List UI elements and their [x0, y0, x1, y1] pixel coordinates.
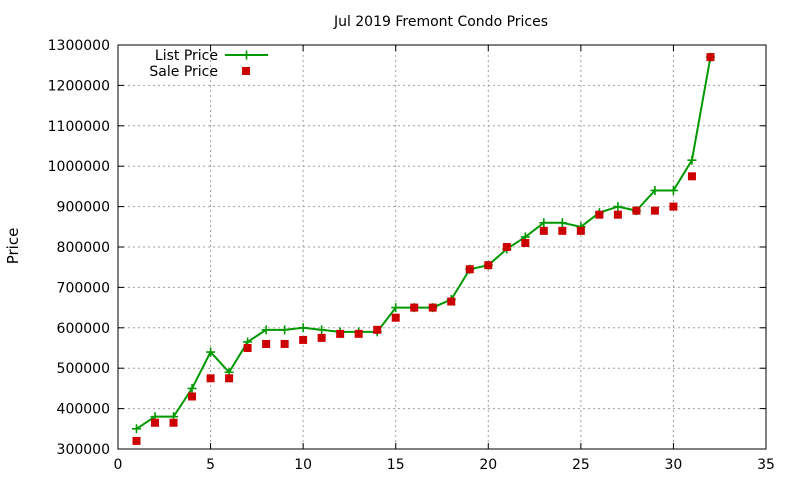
ticks: 0 5 10 15 20 25 30 35 300000 400000 500000 600000 70… — [48, 38, 775, 473]
sale-price-point — [354, 329, 363, 338]
y-tick-label: 1300000 — [48, 38, 110, 54]
sale-price-point — [336, 329, 345, 338]
sale-price-point — [225, 374, 234, 383]
sale-price-point — [632, 206, 641, 215]
list-price-point — [668, 185, 678, 195]
sale-price-point — [188, 392, 197, 401]
y-tick-label: 300000 — [57, 442, 110, 458]
y-tick-label: 1200000 — [48, 78, 110, 94]
sale-price-point — [169, 418, 178, 427]
list-price-point — [687, 155, 697, 165]
sale-price-point — [465, 265, 474, 274]
legend-label: Sale Price — [149, 64, 218, 80]
sale-price-point — [558, 226, 567, 235]
plot-frame — [117, 44, 767, 450]
sale-price-point — [484, 261, 493, 270]
list-price-point — [261, 325, 271, 335]
y-tick-label: 600000 — [57, 321, 110, 337]
series — [132, 52, 715, 445]
sale-price-point — [299, 335, 308, 344]
legend-square-marker — [242, 67, 250, 75]
x-tick-label: 5 — [206, 457, 215, 473]
series-list-price — [132, 52, 715, 434]
list-price-point — [557, 218, 567, 228]
sale-price-point — [687, 172, 696, 181]
list-price-point — [317, 325, 327, 335]
sale-price-point — [595, 210, 604, 219]
sale-price-point — [502, 243, 511, 251]
x-tick-label: 30 — [665, 457, 683, 473]
sale-price-point — [206, 374, 215, 383]
y-axis-title: Price — [4, 228, 22, 265]
y-tick-label: 500000 — [57, 361, 110, 377]
sale-price-point — [132, 436, 141, 445]
sale-price-point — [391, 313, 400, 322]
x-tick-label: 15 — [387, 457, 405, 473]
sale-price-point — [521, 238, 530, 247]
y-tick-label: 900000 — [57, 200, 110, 216]
sale-price-point — [539, 226, 548, 235]
y-tick-label: 800000 — [57, 240, 110, 256]
sale-price-point — [447, 297, 456, 306]
sale-price-point — [373, 325, 382, 334]
list-price-point — [132, 424, 142, 434]
sale-price-point — [706, 53, 715, 62]
sale-price-point — [669, 202, 678, 211]
list-price-point — [280, 325, 290, 335]
series-sale-price — [132, 53, 715, 445]
sale-price-point — [262, 339, 271, 348]
y-tick-label: 1000000 — [48, 159, 110, 175]
sale-price-point — [650, 206, 659, 215]
x-tick-label: 10 — [294, 457, 312, 473]
list-price-point — [391, 303, 401, 313]
y-tick-label: 400000 — [57, 402, 110, 418]
sale-price-point — [613, 210, 622, 219]
list-price-point — [298, 323, 308, 333]
x-tick-label: 0 — [114, 457, 123, 473]
x-tick-label: 20 — [479, 457, 497, 473]
legend-plus-marker — [242, 50, 251, 60]
list-price-point — [206, 347, 216, 357]
sale-price-point — [317, 333, 326, 342]
sale-price-point — [576, 226, 585, 235]
sale-price-point — [280, 339, 289, 348]
sale-price-point — [151, 418, 160, 427]
y-tick-label: 1100000 — [48, 119, 110, 135]
sale-price-point — [243, 344, 252, 352]
y-tick-label: 700000 — [57, 280, 110, 296]
list-price-point — [187, 383, 197, 393]
list-price-point — [613, 202, 623, 212]
sale-price-point — [410, 303, 419, 312]
grid — [118, 45, 766, 449]
x-tick-label: 35 — [757, 457, 775, 473]
chart-title: Jul 2019 Fremont Condo Prices — [333, 14, 548, 30]
sale-price-point — [428, 303, 437, 312]
legend-label: List Price — [155, 48, 218, 64]
list-price-point — [539, 218, 549, 228]
list-price-point — [650, 185, 660, 195]
x-tick-label: 25 — [572, 457, 590, 473]
list-price-line — [135, 56, 712, 430]
